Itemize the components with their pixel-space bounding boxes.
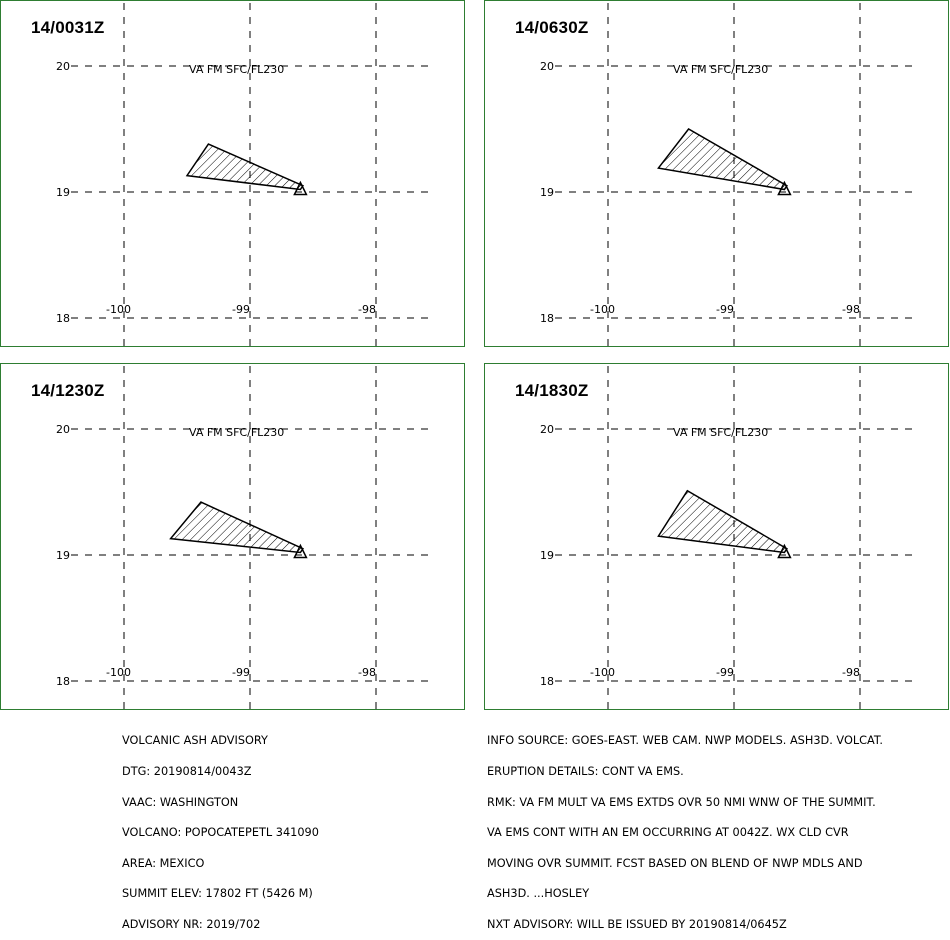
lat-tick-label: 18: [540, 675, 554, 688]
panel-time-label: 14/0630Z: [515, 18, 589, 37]
map-canvas: 20 19 18 -100 -99 -98 VA FM SFC/FL230: [56, 366, 431, 709]
advisory-line: SUMMIT ELEV: 17802 FT (5426 M): [122, 887, 313, 901]
panel-time-label: 14/1230Z: [31, 381, 105, 400]
lon-tick-label: -98: [842, 666, 860, 679]
advisory-line: VOLCANO: POPOCATEPETL 341090: [122, 826, 319, 840]
lon-tick-label: -100: [106, 666, 131, 679]
panel-1230z: 14/1230Z 20 19 18 -100 -99 -98 VA FM SFC/FL230: [0, 363, 465, 710]
ash-cloud-polygon: [657, 128, 788, 191]
lat-tick-label: 19: [56, 186, 70, 199]
panel-time-label: 14/0031Z: [31, 18, 105, 37]
advisory-line: ERUPTION DETAILS: CONT VA EMS.: [487, 765, 684, 779]
panel-time-label: 14/1830Z: [515, 381, 589, 400]
advisory-line: MOVING OVR SUMMIT. FCST BASED ON BLEND O…: [487, 856, 863, 870]
advisory-left-text: VOLCANIC ASH ADVISORY DTG: 20190814/0043…: [122, 716, 319, 940]
advisory-line: DTG: 20190814/0043Z: [122, 765, 252, 779]
lon-tick-label: -99: [232, 666, 250, 679]
advisory-right-text: INFO SOURCE: GOES-EAST. WEB CAM. NWP MOD…: [487, 716, 883, 940]
panel-1830z: 14/1830Z 20 19 18 -100 -99 -98 VA FM SFC/FL230: [484, 363, 949, 710]
volcano-icon: [293, 180, 308, 196]
level-label: VA FM SFC/FL230: [189, 426, 284, 439]
advisory-line: VOLCANIC ASH ADVISORY: [122, 734, 268, 748]
lat-tick-label: 20: [56, 60, 70, 73]
lat-tick-label: 20: [56, 423, 70, 436]
advisory-line: VAAC: WASHINGTON: [122, 795, 239, 809]
lon-tick-label: -100: [590, 303, 615, 316]
level-label: VA FM SFC/FL230: [189, 63, 284, 76]
advisory-line: ADVISORY NR: 2019/702: [122, 918, 261, 932]
lat-tick-label: 18: [56, 312, 70, 325]
lon-tick-label: -98: [358, 666, 376, 679]
map-canvas: 20 19 18 -100 -99 -98 VA FM SFC/FL230: [540, 3, 915, 346]
lat-tick-label: 19: [540, 549, 554, 562]
ash-cloud-polygon: [185, 143, 305, 191]
panel-0031z: 14/0031Z 20 19 18 -100 -99 -98 VA FM SFC/FL230: [0, 0, 465, 347]
advisory-line: ASH3D. ...HOSLEY: [487, 887, 590, 901]
lon-tick-label: -98: [358, 303, 376, 316]
advisory-line: NXT ADVISORY: WILL BE ISSUED BY 20190814…: [487, 918, 787, 932]
lat-tick-label: 19: [540, 186, 554, 199]
lon-tick-label: -99: [716, 303, 734, 316]
ash-cloud-polygon: [169, 501, 305, 554]
advisory-line: VA EMS CONT WITH AN EM OCCURRING AT 0042…: [487, 826, 849, 840]
lat-tick-label: 20: [540, 60, 554, 73]
volcano-icon: [777, 543, 792, 559]
ash-cloud-polygon: [657, 489, 788, 554]
lon-tick-label: -100: [590, 666, 615, 679]
lat-tick-label: 20: [540, 423, 554, 436]
map-canvas: 20 19 18 -100 -99 -98 VA FM SFC/FL230: [540, 366, 915, 709]
lat-tick-label: 19: [56, 549, 70, 562]
map-canvas: 20 19 18 -100 -99 -98 VA FM SFC/FL230: [56, 3, 431, 346]
level-label: VA FM SFC/FL230: [673, 63, 768, 76]
advisory-line: RMK: VA FM MULT VA EMS EXTDS OVR 50 NMI …: [487, 795, 876, 809]
lon-tick-label: -99: [716, 666, 734, 679]
volcano-icon: [777, 180, 792, 196]
lon-tick-label: -100: [106, 303, 131, 316]
lat-tick-label: 18: [56, 675, 70, 688]
lat-tick-label: 18: [540, 312, 554, 325]
panel-0630z: 14/0630Z 20 19 18 -100 -99 -98 VA FM SFC/FL230: [484, 0, 949, 347]
volcano-icon: [293, 543, 308, 559]
lon-tick-label: -99: [232, 303, 250, 316]
lon-tick-label: -98: [842, 303, 860, 316]
advisory-line: INFO SOURCE: GOES-EAST. WEB CAM. NWP MOD…: [487, 734, 884, 748]
level-label: VA FM SFC/FL230: [673, 426, 768, 439]
advisory-line: AREA: MEXICO: [122, 856, 205, 870]
